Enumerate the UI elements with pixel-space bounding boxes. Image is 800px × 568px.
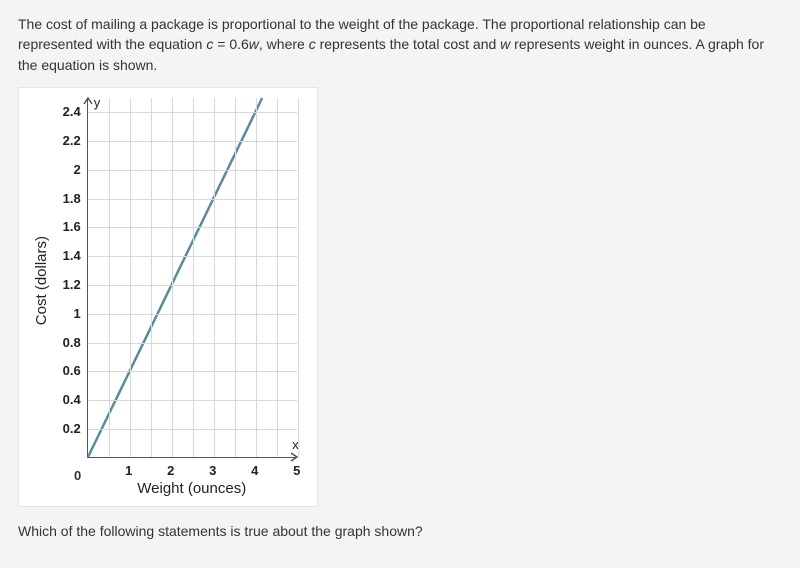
x-axis-ticks: 12345	[87, 458, 297, 476]
eq-w: w	[249, 36, 259, 52]
y-axis-label: Cost (dollars)	[29, 236, 53, 325]
problem-line2-post3: represents weight in ounces. A graph for	[510, 36, 764, 52]
eq-c2: c	[309, 36, 316, 52]
chart-container: Cost (dollars) 2.42.221.81.61.41.210.80.…	[18, 87, 318, 507]
y-axis-marker: y	[94, 94, 101, 113]
question-text: Which of the following statements is tru…	[18, 521, 782, 541]
problem-line2-post2: represents the total cost and	[316, 36, 500, 52]
chart-plot-area: y x	[87, 98, 297, 458]
eq-w2: w	[500, 36, 510, 52]
problem-line2-post: , where	[259, 36, 309, 52]
problem-statement: The cost of mailing a package is proport…	[18, 14, 782, 75]
x-axis-label: Weight (ounces)	[87, 476, 297, 500]
problem-line3: the equation is shown.	[18, 57, 157, 73]
eq-mid: = 0.6	[213, 36, 248, 52]
y-axis-ticks: 2.42.221.81.61.41.210.80.60.40.2	[53, 98, 87, 458]
problem-line1: The cost of mailing a package is proport…	[18, 16, 706, 32]
problem-line2-pre: represented with the equation	[18, 36, 206, 52]
origin-label: 0	[74, 467, 81, 486]
